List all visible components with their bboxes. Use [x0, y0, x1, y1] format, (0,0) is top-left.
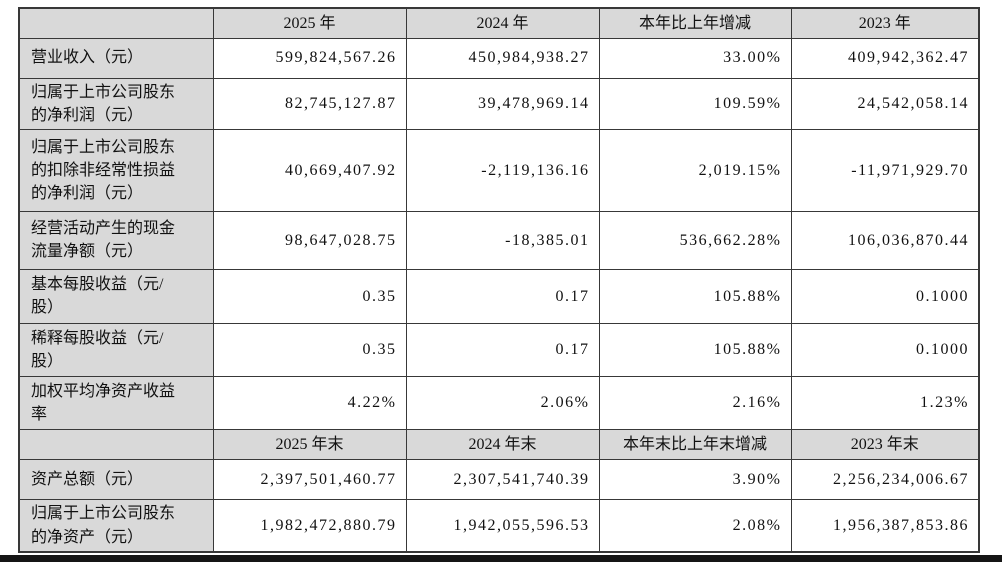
value-cell: 82,745,127.87 [212, 77, 407, 130]
table-row-net-assets: 归属于上市公司股东 的净资产（元） 1,982,472,880.79 1,942… [18, 498, 980, 553]
value-cell: 1,942,055,596.53 [405, 498, 600, 553]
table-row-net-profit: 归属于上市公司股东 的净利润（元） 82,745,127.87 39,478,9… [18, 77, 980, 130]
corner-cell [18, 428, 214, 460]
header-cell-2025: 2025 年 [212, 7, 407, 39]
header-cell-yoy-end-change: 本年末比上年末增减 [598, 428, 792, 460]
value-cell: 0.35 [212, 268, 407, 324]
year-header-row: 2025 年 2024 年 本年比上年增减 2023 年 [18, 7, 980, 39]
value-cell: 33.00% [598, 37, 792, 79]
value-cell: 0.35 [212, 322, 407, 377]
row-label: 基本每股收益（元/ 股） [18, 268, 214, 324]
value-cell: 1,956,387,853.86 [790, 498, 980, 553]
value-cell: 0.17 [405, 322, 600, 377]
row-label: 归属于上市公司股东 的净资产（元） [18, 498, 214, 553]
value-cell: 0.1000 [790, 268, 980, 324]
value-cell: 2,307,541,740.39 [405, 458, 600, 500]
header-cell-2024-end: 2024 年末 [405, 428, 600, 460]
table-row-diluted-eps: 稀释每股收益（元/ 股） 0.35 0.17 105.88% 0.1000 [18, 322, 980, 377]
value-cell: 2.06% [405, 375, 600, 430]
row-label: 归属于上市公司股东 的扣除非经常性损益 的净利润（元） [18, 128, 214, 212]
value-cell: 1.23% [790, 375, 980, 430]
value-cell: 0.1000 [790, 322, 980, 377]
header-cell-yoy-change: 本年比上年增减 [598, 7, 792, 39]
table-row-revenue: 营业收入（元） 599,824,567.26 450,984,938.27 33… [18, 37, 980, 79]
value-cell: 105.88% [598, 322, 792, 377]
value-cell: 599,824,567.26 [212, 37, 407, 79]
value-cell: 109.59% [598, 77, 792, 130]
value-cell: 105.88% [598, 268, 792, 324]
value-cell: 1,982,472,880.79 [212, 498, 407, 553]
value-cell: 2,397,501,460.77 [212, 458, 407, 500]
value-cell: 40,669,407.92 [212, 128, 407, 212]
value-cell: -18,385.01 [405, 210, 600, 270]
value-cell: 39,478,969.14 [405, 77, 600, 130]
value-cell: 409,942,362.47 [790, 37, 980, 79]
header-cell-2023: 2023 年 [790, 7, 980, 39]
row-label: 资产总额（元） [18, 458, 214, 500]
value-cell: 536,662.28% [598, 210, 792, 270]
value-cell: 2.08% [598, 498, 792, 553]
value-cell: 98,647,028.75 [212, 210, 407, 270]
value-cell: -2,119,136.16 [405, 128, 600, 212]
value-cell: 24,542,058.14 [790, 77, 980, 130]
value-cell: 4.22% [212, 375, 407, 430]
value-cell: -11,971,929.70 [790, 128, 980, 212]
corner-cell [18, 7, 214, 39]
value-cell: 2.16% [598, 375, 792, 430]
table-row-operating-cash-flow: 经营活动产生的现金 流量净额（元） 98,647,028.75 -18,385.… [18, 210, 980, 270]
row-label: 加权平均净资产收益 率 [18, 375, 214, 430]
table-row-net-profit-excl-nonrecurring: 归属于上市公司股东 的扣除非经常性损益 的净利润（元） 40,669,407.9… [18, 128, 980, 212]
header-cell-2023-end: 2023 年末 [790, 428, 980, 460]
row-label: 经营活动产生的现金 流量净额（元） [18, 210, 214, 270]
bottom-edge-bar [0, 555, 1002, 562]
row-label: 归属于上市公司股东 的净利润（元） [18, 77, 214, 130]
value-cell: 450,984,938.27 [405, 37, 600, 79]
financial-summary-table: 2025 年 2024 年 本年比上年增减 2023 年 营业收入（元） 599… [18, 7, 980, 554]
header-cell-2025-end: 2025 年末 [212, 428, 407, 460]
row-label: 营业收入（元） [18, 37, 214, 79]
header-cell-2024: 2024 年 [405, 7, 600, 39]
year-end-header-row: 2025 年末 2024 年末 本年末比上年末增减 2023 年末 [18, 428, 980, 460]
value-cell: 106,036,870.44 [790, 210, 980, 270]
row-label: 稀释每股收益（元/ 股） [18, 322, 214, 377]
value-cell: 3.90% [598, 458, 792, 500]
value-cell: 2,256,234,006.67 [790, 458, 980, 500]
table-row-weighted-avg-roe: 加权平均净资产收益 率 4.22% 2.06% 2.16% 1.23% [18, 375, 980, 430]
value-cell: 2,019.15% [598, 128, 792, 212]
value-cell: 0.17 [405, 268, 600, 324]
table-row-basic-eps: 基本每股收益（元/ 股） 0.35 0.17 105.88% 0.1000 [18, 268, 980, 324]
table-row-total-assets: 资产总额（元） 2,397,501,460.77 2,307,541,740.3… [18, 458, 980, 500]
